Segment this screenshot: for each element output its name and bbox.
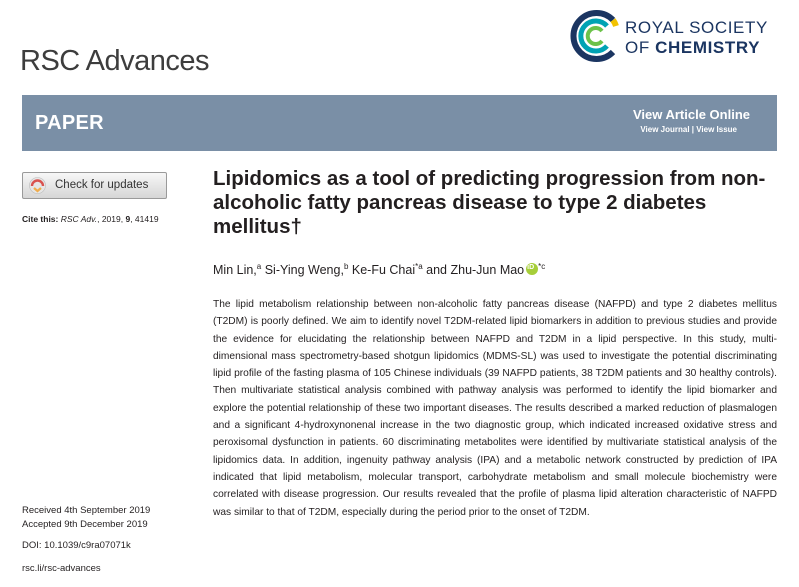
author-name[interactable]: Si-Ying Weng,	[264, 263, 344, 277]
journal-title: RSC Advances	[20, 45, 210, 77]
author-affiliation: *c	[538, 262, 546, 271]
journal-short-link[interactable]: rsc.li/rsc-advances	[22, 563, 101, 574]
publisher-name-line2-bold: CHEMISTRY	[655, 38, 761, 57]
article-title: Lipidomics as a tool of predicting progr…	[213, 167, 766, 238]
banner-sub-links: View Journal | View Issue	[640, 125, 737, 134]
received-date: Received 4th September 2019	[22, 505, 151, 516]
cite-year: , 2019,	[97, 214, 126, 224]
link-separator: |	[689, 125, 697, 134]
article-type: PAPER	[35, 112, 104, 134]
accepted-date: Accepted 9th December 2019	[22, 519, 148, 530]
publisher-name-line2-prefix: OF	[625, 38, 656, 57]
author-affiliation: b	[343, 262, 349, 271]
check-for-updates-button[interactable]: Check for updates	[22, 172, 167, 199]
view-issue-link[interactable]: View Issue	[696, 125, 737, 134]
author-name[interactable]: and Zhu-Jun Mao	[426, 263, 525, 277]
article-type-banner: PAPER View Article Online View Journal |…	[22, 95, 777, 151]
citation: Cite this: RSC Adv., 2019, 9, 41419	[22, 214, 159, 224]
publisher-name-line2: OF CHEMISTRY	[625, 38, 760, 58]
author-affiliation: a	[256, 262, 262, 271]
cite-volume: 9	[125, 214, 131, 224]
author-list: Min Lin,a Si-Ying Weng,b Ke-Fu Chai*a an…	[213, 262, 545, 277]
view-journal-link[interactable]: View Journal	[640, 125, 690, 134]
check-for-updates-label: Check for updates	[55, 179, 149, 191]
cite-prefix: Cite this:	[22, 214, 61, 224]
rsc-logo[interactable]: ROYAL SOCIETY OF CHEMISTRY	[567, 8, 792, 66]
cite-pages: , 41419	[130, 214, 159, 224]
author-affiliation: *a	[415, 262, 423, 271]
author-name[interactable]: Min Lin,	[213, 263, 257, 277]
rsc-logo-icon	[570, 10, 619, 62]
view-article-online-link[interactable]: View Article Online	[632, 107, 750, 122]
orcid-icon[interactable]	[526, 263, 539, 275]
publisher-name-line1: ROYAL SOCIETY	[625, 18, 768, 37]
doi[interactable]: DOI: 10.1039/c9ra07071k	[22, 540, 131, 551]
cite-journal: RSC Adv.	[60, 214, 98, 224]
author-name[interactable]: Ke-Fu Chai	[351, 263, 416, 277]
abstract: The lipid metabolism relationship betwee…	[213, 299, 777, 518]
check-updates-icon	[29, 177, 46, 194]
